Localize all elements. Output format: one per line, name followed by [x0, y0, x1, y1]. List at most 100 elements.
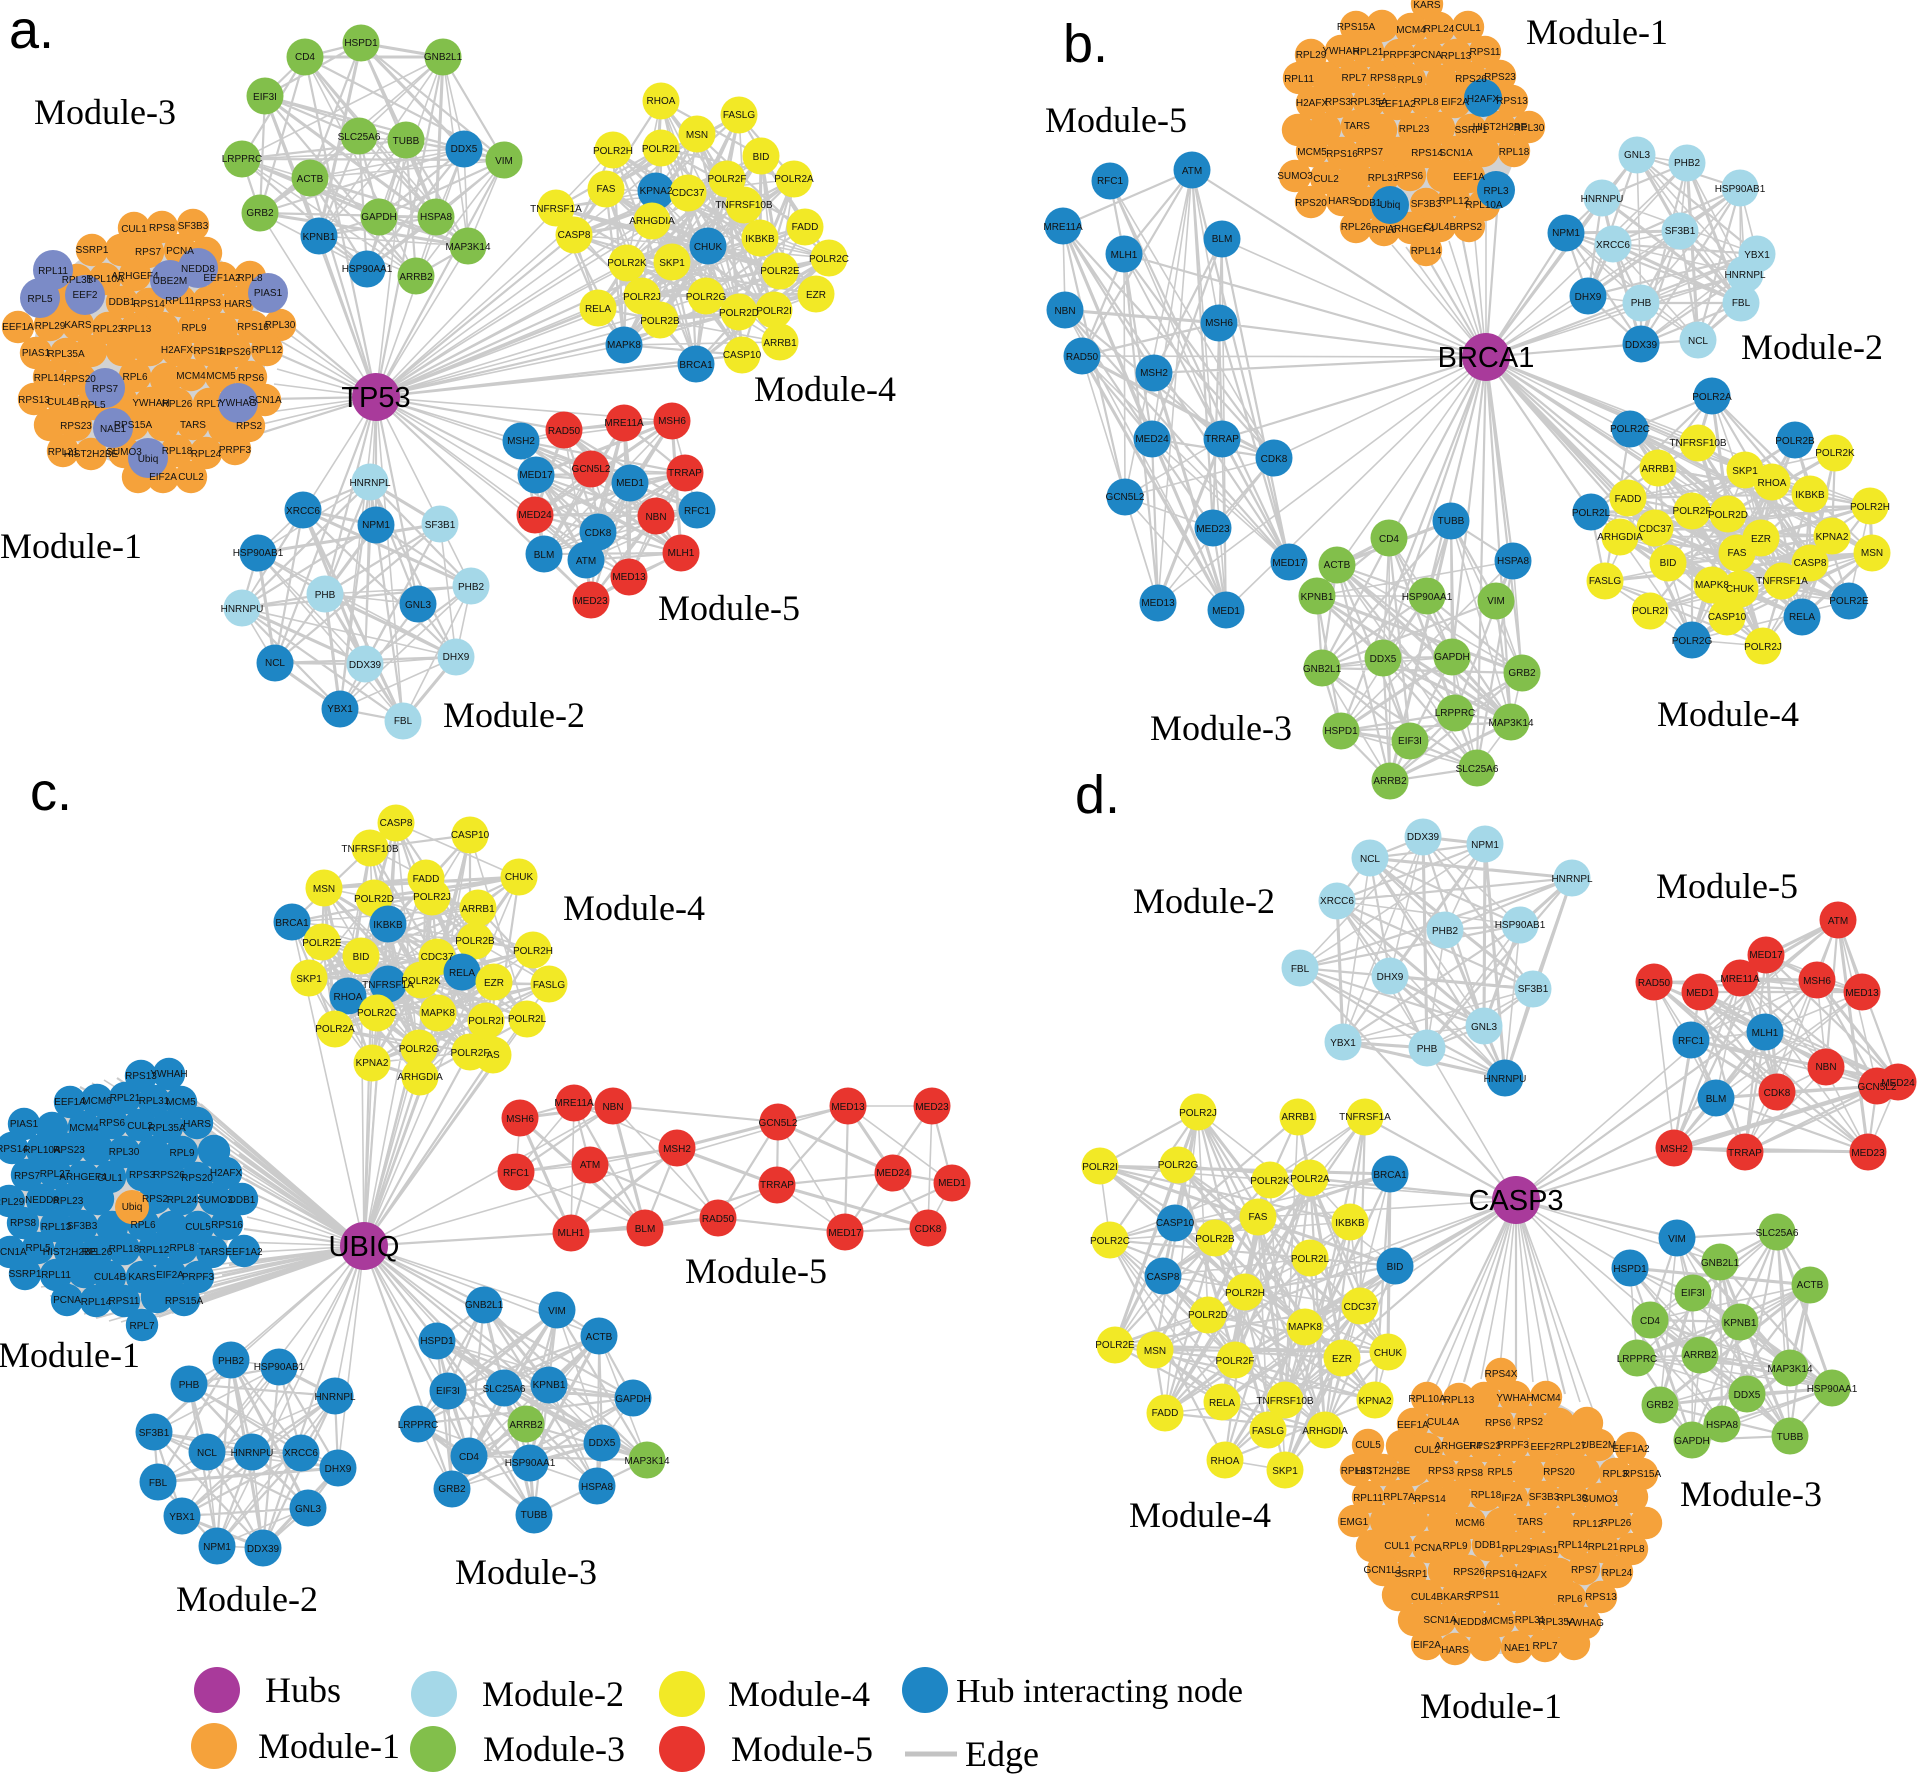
svg-text:RPS20: RPS20	[1543, 1467, 1575, 1478]
svg-text:MED13: MED13	[1845, 988, 1879, 999]
svg-text:NBN: NBN	[645, 512, 666, 523]
svg-text:CASP8: CASP8	[1794, 558, 1827, 569]
svg-text:IF2A: IF2A	[1501, 1493, 1522, 1504]
svg-text:EIF3I: EIF3I	[436, 1386, 460, 1397]
svg-text:KARS: KARS	[1413, 0, 1441, 11]
svg-text:EIF2A: EIF2A	[149, 472, 177, 483]
svg-text:ARRB1: ARRB1	[1641, 464, 1675, 475]
svg-text:RPL14: RPL14	[34, 373, 65, 384]
svg-text:RPL7: RPL7	[196, 399, 221, 410]
svg-text:SF3B3: SF3B3	[178, 221, 209, 232]
svg-text:RPL21: RPL21	[1588, 1542, 1619, 1553]
svg-text:HSP90AA1: HSP90AA1	[1807, 1384, 1858, 1395]
svg-text:ARHGEF4: ARHGEF4	[1387, 224, 1435, 235]
svg-text:YWHAH: YWHAH	[132, 398, 169, 409]
svg-text:TUBB: TUBB	[393, 136, 420, 147]
svg-text:RPL14: RPL14	[1411, 246, 1442, 257]
svg-text:IKBKB: IKBKB	[1795, 490, 1825, 501]
svg-text:EEF1A2: EEF1A2	[203, 273, 241, 284]
svg-text:MED17: MED17	[1272, 558, 1306, 569]
svg-text:RPL35A: RPL35A	[148, 1123, 186, 1134]
svg-text:RPL24: RPL24	[1424, 24, 1455, 35]
svg-text:PHB2: PHB2	[1674, 158, 1701, 169]
svg-text:ACTB: ACTB	[297, 174, 324, 185]
svg-text:XRCC6: XRCC6	[1596, 240, 1630, 251]
svg-text:TNFRSF1A: TNFRSF1A	[1339, 1112, 1391, 1123]
svg-text:HSP90AB1: HSP90AB1	[254, 1362, 305, 1373]
svg-text:RPL7A: RPL7A	[1383, 1492, 1415, 1503]
svg-text:RPL26: RPL26	[162, 399, 193, 410]
svg-text:MSH2: MSH2	[1660, 1144, 1688, 1155]
svg-text:RPL18: RPL18	[109, 1244, 140, 1255]
svg-text:Module-3: Module-3	[455, 1552, 597, 1592]
svg-text:NPM1: NPM1	[1471, 840, 1499, 851]
svg-text:POLR2A: POLR2A	[1692, 392, 1732, 403]
svg-text:CUL4A: CUL4A	[1427, 1417, 1460, 1428]
svg-text:FADD: FADD	[792, 222, 819, 233]
svg-text:FBL: FBL	[394, 716, 413, 727]
svg-text:RPS20: RPS20	[1295, 198, 1327, 209]
svg-text:Ubiq: Ubiq	[122, 1202, 143, 1213]
svg-text:BID: BID	[1387, 1262, 1404, 1273]
svg-text:TRRAP: TRRAP	[760, 1180, 794, 1191]
svg-text:POLR2L: POLR2L	[1572, 508, 1611, 519]
svg-text:RPS3: RPS3	[129, 1170, 156, 1181]
svg-text:POLR2H: POLR2H	[593, 146, 633, 157]
svg-text:NAE1: NAE1	[100, 424, 127, 435]
svg-text:RPL14: RPL14	[1558, 1540, 1589, 1551]
svg-text:H2AFX: H2AFX	[210, 1168, 243, 1179]
svg-text:FASLG: FASLG	[1589, 576, 1621, 587]
svg-text:POLR2K: POLR2K	[1250, 1176, 1290, 1187]
svg-text:RPL35A: RPL35A	[1538, 1617, 1576, 1628]
svg-text:MAPK8: MAPK8	[1695, 580, 1729, 591]
svg-text:CDC37: CDC37	[421, 952, 454, 963]
svg-text:EZR: EZR	[1332, 1354, 1352, 1365]
svg-text:HARS: HARS	[224, 299, 252, 310]
svg-text:RHOA: RHOA	[334, 992, 363, 1003]
svg-text:GNB2L1: GNB2L1	[1701, 1258, 1740, 1269]
svg-text:NBN: NBN	[602, 1102, 623, 1113]
svg-text:GNB2L1: GNB2L1	[424, 52, 463, 63]
svg-text:TNFRSF10B: TNFRSF10B	[1669, 438, 1727, 449]
svg-text:RPL13: RPL13	[1444, 1395, 1475, 1406]
svg-text:YWHAH: YWHAH	[1322, 46, 1359, 57]
svg-text:DHX9: DHX9	[1575, 292, 1602, 303]
svg-text:SLC25A6: SLC25A6	[338, 132, 381, 143]
svg-text:SSRP1: SSRP1	[76, 245, 109, 256]
svg-text:RPS16: RPS16	[237, 322, 269, 333]
svg-text:SSRP1: SSRP1	[9, 1269, 42, 1280]
svg-text:RPL24: RPL24	[167, 1195, 198, 1206]
svg-text:ARHGEF4: ARHGEF4	[1434, 1441, 1482, 1452]
svg-text:MAPK8: MAPK8	[607, 340, 641, 351]
svg-text:Module-5: Module-5	[1045, 100, 1187, 140]
svg-text:KPNA2: KPNA2	[1816, 532, 1849, 543]
svg-text:CD4: CD4	[295, 52, 315, 63]
svg-text:RPS7: RPS7	[14, 1171, 41, 1182]
svg-text:MED23: MED23	[1196, 524, 1230, 535]
svg-text:MED24: MED24	[518, 510, 552, 521]
svg-text:MED23: MED23	[1851, 1148, 1885, 1159]
svg-text:SSRP1: SSRP1	[1455, 125, 1488, 136]
svg-text:MED17: MED17	[519, 470, 553, 481]
svg-text:RPS13: RPS13	[18, 395, 50, 406]
svg-text:SF3B3: SF3B3	[1529, 1492, 1560, 1503]
svg-text:RPL30: RPL30	[1557, 1493, 1588, 1504]
svg-text:POLR2J: POLR2J	[413, 892, 451, 903]
svg-text:GRB2: GRB2	[246, 208, 274, 219]
svg-text:ARRB1: ARRB1	[763, 338, 797, 349]
svg-text:NCL: NCL	[1688, 336, 1708, 347]
svg-text:RPS2: RPS2	[236, 421, 263, 432]
svg-text:EEF2: EEF2	[1530, 1442, 1555, 1453]
svg-text:GAPDH: GAPDH	[361, 212, 397, 223]
svg-text:POLR2K: POLR2K	[1815, 448, 1855, 459]
svg-text:MAP3K14: MAP3K14	[624, 1456, 669, 1467]
svg-text:RPL12: RPL12	[1573, 1519, 1604, 1530]
svg-text:TRRAP: TRRAP	[668, 468, 702, 479]
svg-text:GNL3: GNL3	[1471, 1022, 1498, 1033]
svg-text:IKBKB: IKBKB	[1335, 1218, 1365, 1229]
svg-text:SF3B1: SF3B1	[1665, 226, 1696, 237]
svg-text:POLR2J: POLR2J	[623, 292, 661, 303]
svg-text:DHX9: DHX9	[325, 1464, 352, 1475]
svg-text:RPL10A: RPL10A	[1465, 200, 1503, 211]
svg-text:POLR2C: POLR2C	[1610, 424, 1650, 435]
